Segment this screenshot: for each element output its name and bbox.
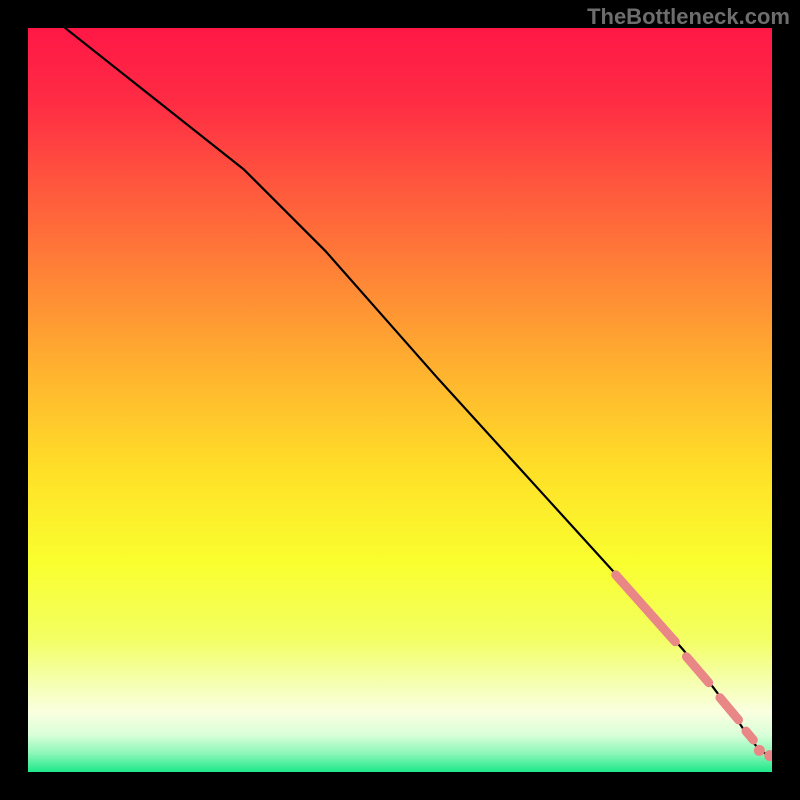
plot-gradient-background [28, 28, 772, 772]
marker-segment [746, 731, 753, 740]
bottleneck-chart [0, 0, 800, 800]
watermark-text: TheBottleneck.com [587, 4, 790, 30]
chart-stage: TheBottleneck.com [0, 0, 800, 800]
marker-dot [754, 745, 765, 756]
